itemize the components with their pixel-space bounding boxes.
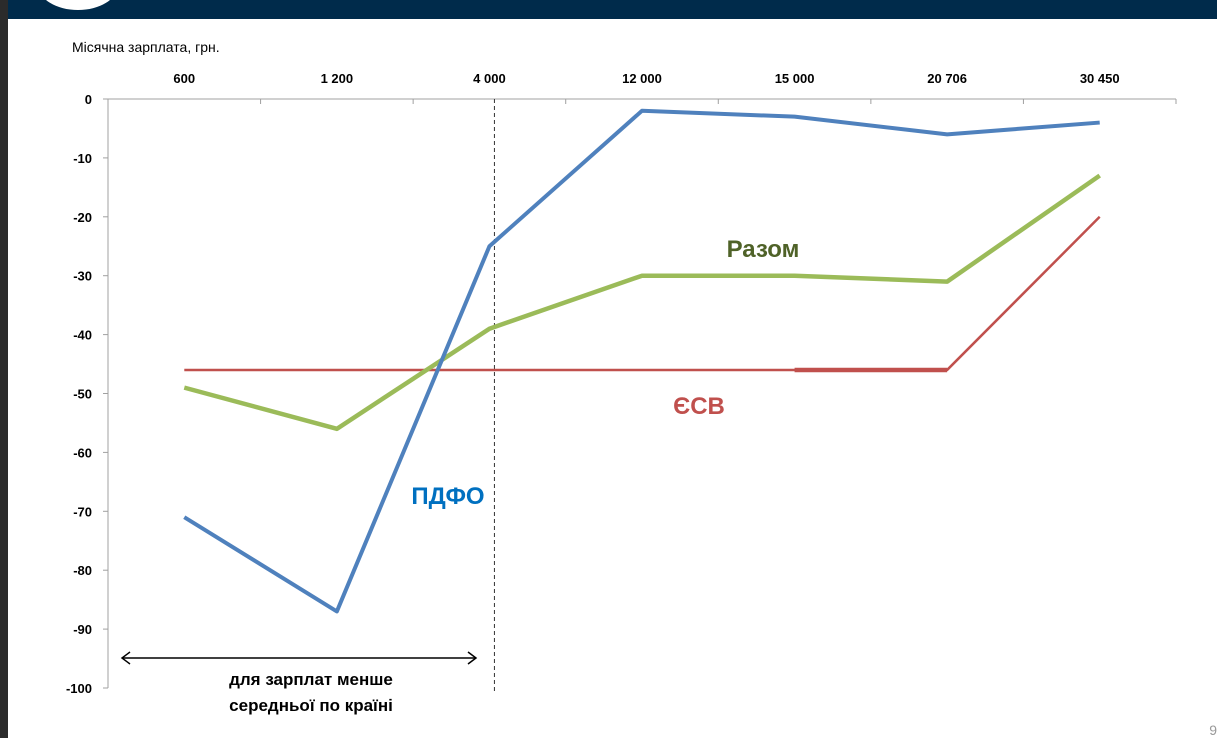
y-tick-label: -30 (73, 269, 92, 284)
series-line-esv (184, 215, 1101, 372)
series-line-razom (183, 173, 1101, 432)
x-tick-label: 20 706 (927, 71, 967, 86)
range-note-line1: для зарплат менше (229, 670, 393, 689)
y-tick-label: -100 (66, 681, 92, 696)
y-tick-label: -20 (73, 210, 92, 225)
y-tick-label: -70 (73, 504, 92, 519)
slide-header-bar (8, 0, 1217, 19)
x-tick-label: 1 200 (321, 71, 354, 86)
x-tick-label: 15 000 (775, 71, 815, 86)
window-left-edge (0, 0, 8, 738)
y-tick-label: -90 (73, 622, 92, 637)
x-axis-title: Місячна зарплата, грн. (72, 39, 220, 55)
logo (38, 0, 118, 10)
x-tick-label: 12 000 (622, 71, 662, 86)
y-tick-label: -40 (73, 328, 92, 343)
x-tick-label: 600 (173, 71, 195, 86)
x-tick-label: 30 450 (1080, 71, 1120, 86)
page-number: 9 (1209, 722, 1217, 738)
x-tick-label: 4 000 (473, 71, 506, 86)
series-label-pdfo: ПДФО (411, 483, 484, 510)
y-tick-label: -60 (73, 445, 92, 460)
range-arrow (120, 651, 478, 665)
series-label-esv: ЄСВ (673, 393, 725, 420)
y-tick-label: -50 (73, 387, 92, 402)
series-label-razom: Разом (727, 236, 800, 263)
y-tick-label: -80 (73, 563, 92, 578)
y-tick-label: 0 (85, 92, 92, 107)
range-note-line2: середньої по країні (229, 696, 393, 715)
y-tick-label: -10 (73, 151, 92, 166)
series-line-pdfo (183, 108, 1100, 614)
